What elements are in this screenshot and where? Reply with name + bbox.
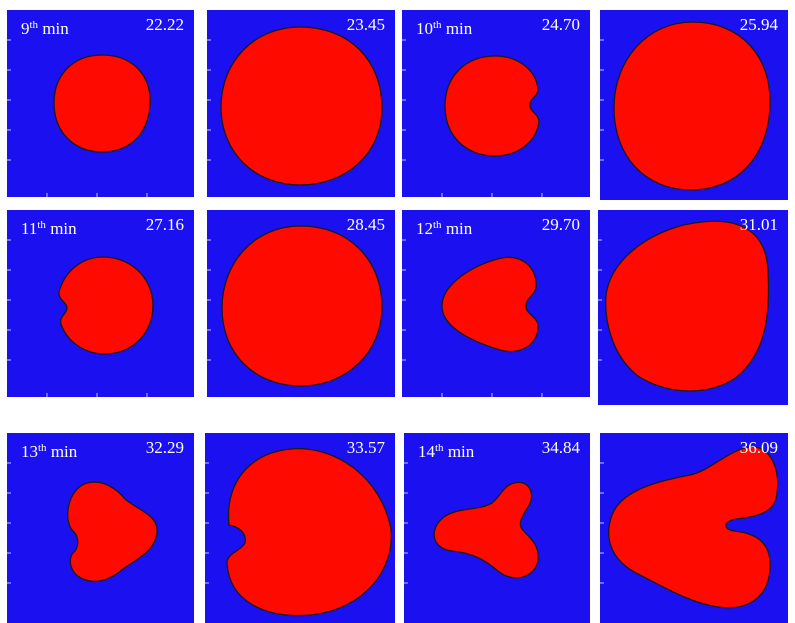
time-value: 28.45	[346, 215, 385, 234]
axis-ticks	[205, 462, 209, 584]
axis-ticks	[7, 39, 148, 197]
panel-9min: 9th min 22.22	[7, 10, 194, 197]
time-value: 31.01	[739, 215, 778, 234]
shape-plot	[7, 239, 154, 397]
shape-plot	[402, 39, 543, 197]
panel-10min-b: 25.94	[600, 10, 788, 200]
shape-plot	[600, 446, 779, 609]
red-blob	[441, 256, 539, 353]
axis-ticks	[207, 39, 211, 161]
axis-ticks	[600, 39, 604, 161]
time-value: 23.45	[346, 15, 385, 34]
red-blob	[433, 481, 539, 579]
panel-13min-b: 33.57	[205, 433, 395, 623]
time-value: 27.16	[145, 215, 184, 234]
panel-14min-b: 36.09	[600, 433, 788, 623]
red-blob	[58, 256, 154, 355]
time-value: 25.94	[739, 15, 778, 34]
minute-label: 13th min	[21, 442, 78, 461]
time-value: 32.29	[145, 438, 184, 457]
minute-label: 9th min	[21, 19, 69, 38]
time-value: 29.70	[541, 215, 580, 234]
red-blob	[444, 55, 540, 157]
time-value: 36.09	[739, 438, 778, 457]
panel-11min-b: 28.45	[207, 210, 395, 397]
shape-plot	[7, 462, 158, 584]
time-value: 33.57	[346, 438, 385, 457]
red-blob	[608, 446, 779, 609]
shape-plot	[205, 448, 392, 617]
panel-13min: 13th min 32.29	[7, 433, 194, 623]
red-blob	[53, 54, 151, 153]
shape-plot	[598, 220, 770, 392]
shape-plot	[404, 462, 539, 584]
axis-ticks	[207, 239, 211, 361]
panel-9min-b: 23.45	[207, 10, 395, 197]
axis-ticks	[402, 239, 543, 397]
panel-14min: 14th min 34.84	[404, 433, 590, 623]
axis-ticks	[7, 239, 148, 397]
axis-ticks	[404, 462, 408, 584]
axis-ticks	[402, 39, 543, 197]
minute-label: 11th min	[21, 219, 77, 238]
red-blob	[220, 26, 383, 186]
axis-ticks	[7, 462, 11, 584]
minute-label: 14th min	[418, 442, 475, 461]
red-blob	[67, 481, 158, 583]
minute-label: 12th min	[416, 219, 473, 238]
shape-plot	[207, 225, 383, 387]
time-value: 22.22	[145, 15, 184, 34]
shape-plot	[7, 39, 151, 197]
panel-12min-b: 31.01	[598, 210, 788, 405]
panel-12min: 12th min 29.70	[402, 210, 590, 397]
axis-ticks	[598, 239, 602, 361]
red-blob	[221, 225, 383, 387]
red-blob	[613, 21, 771, 191]
shape-plot	[600, 21, 771, 191]
time-value: 24.70	[541, 15, 580, 34]
panel-11min: 11th min 27.16	[7, 210, 194, 397]
minute-label: 10th min	[416, 19, 473, 38]
shape-plot	[207, 26, 383, 186]
shape-plot	[402, 239, 543, 397]
axis-ticks	[600, 462, 604, 584]
red-blob	[226, 448, 392, 617]
red-blob	[605, 220, 770, 392]
time-value: 34.84	[541, 438, 580, 457]
panel-10min: 10th min 24.70	[402, 10, 590, 197]
